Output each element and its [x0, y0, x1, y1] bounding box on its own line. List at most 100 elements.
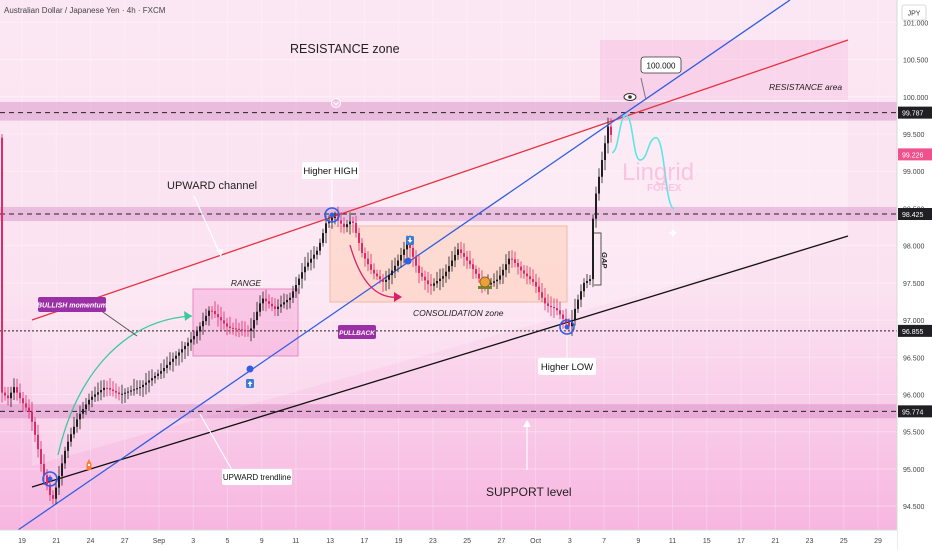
higher-low-label: Higher LOW: [541, 362, 593, 373]
support-arrowhead: [523, 420, 531, 427]
candle-body: [589, 279, 591, 282]
candle-body: [598, 176, 600, 194]
candle-body: [238, 328, 240, 330]
price-labels: 99.787 99.226 98.425 96.855 95.774: [898, 106, 932, 418]
zone-band: [0, 101, 897, 121]
candle-body: [436, 281, 438, 284]
candle-body: [172, 358, 174, 362]
candle-body: [256, 311, 258, 321]
candle-body: [193, 336, 195, 340]
down-chevron-icon: [333, 101, 339, 106]
candle-body: [109, 388, 111, 390]
higher-low-marker-dot: [47, 476, 53, 482]
candle-body: [391, 270, 393, 276]
pullback-box: [338, 325, 376, 339]
candle-body: [226, 323, 228, 327]
candle-body: [394, 265, 396, 271]
candle-body: [397, 260, 399, 266]
candle-body: [25, 403, 27, 408]
candle-body: [568, 322, 570, 327]
candle-body: [169, 361, 171, 365]
candle-body: [604, 143, 606, 161]
candle-body: [19, 392, 21, 399]
y-tick-label: 99.500: [903, 132, 925, 139]
gap-bracket: [594, 232, 602, 286]
range-label: RANGE: [231, 278, 262, 288]
candle-body: [292, 291, 294, 298]
bullish-momentum-box: [38, 297, 106, 312]
time-axis: [0, 530, 897, 550]
candle-body: [271, 303, 273, 307]
price-tag-label: 98.425: [902, 212, 924, 219]
candle-body: [268, 301, 270, 304]
candle-body: [472, 264, 474, 270]
candle-body: [199, 326, 201, 332]
candle-body: [577, 299, 579, 309]
candle-body: [370, 264, 372, 270]
resistance-area-label: RESISTANCE area: [769, 82, 842, 92]
eye-icon: [623, 93, 637, 101]
x-tick-label: 9: [636, 538, 640, 545]
price-tag-label: 96.855: [902, 329, 924, 336]
candle-body: [136, 388, 138, 390]
candle-body: [451, 260, 453, 267]
price-tag-label: 95.774: [902, 409, 924, 416]
candle-body: [160, 371, 162, 374]
candle-body: [463, 253, 465, 257]
currency-button[interactable]: [901, 4, 927, 21]
candle-body: [433, 283, 435, 286]
candle-body: [445, 271, 447, 277]
candle-body: [331, 217, 333, 221]
candle-body: [520, 266, 522, 271]
price-tag-box: [898, 405, 932, 418]
candle-body: [67, 441, 69, 451]
candle-body: [538, 286, 540, 293]
candle-body: [382, 279, 384, 282]
candle-body: [421, 272, 423, 277]
bullish-momentum-arrowhead: [184, 311, 192, 321]
candle-body: [205, 315, 207, 322]
candle-body: [145, 382, 147, 385]
candle-body: [211, 310, 213, 312]
october-low-marker: [559, 319, 575, 335]
price-tag-label: 99.226: [902, 152, 924, 159]
candle-body: [523, 270, 525, 274]
x-tick-label: 11: [669, 538, 676, 545]
candle-body: [55, 487, 57, 499]
candle-body: [583, 282, 585, 292]
up-arrow-icon: [247, 381, 253, 387]
x-tick-label: 25: [463, 538, 471, 545]
candle-body: [358, 232, 360, 244]
x-tick-label: 15: [703, 538, 711, 545]
y-tick-label: 96.500: [903, 355, 925, 362]
candle-body: [22, 398, 24, 404]
candle-body: [232, 327, 234, 329]
candle-body: [424, 276, 426, 281]
candle-body: [562, 314, 564, 319]
candle-body: [112, 389, 114, 392]
candle-body: [79, 413, 81, 420]
candle-body: [595, 193, 597, 219]
pullback-label: PULLBACK: [339, 330, 376, 337]
candle-body: [265, 298, 267, 302]
candle-body: [235, 328, 237, 330]
candle-body: [214, 310, 216, 315]
currency-label: JPY: [908, 11, 921, 18]
candle-body: [550, 305, 552, 308]
candle-body: [412, 247, 414, 257]
x-tick-label: 5: [225, 538, 229, 545]
bullish-momentum-arrow: [57, 315, 193, 456]
candle-body: [127, 391, 129, 393]
candle-body: [535, 281, 537, 287]
x-tick-label: 19: [18, 538, 26, 545]
candle-body: [250, 328, 252, 331]
candle-body: [118, 392, 120, 395]
candle-body: [289, 297, 291, 300]
upward-trendline-label: UPWARD trendline: [223, 473, 292, 482]
price-tag-box: [898, 324, 932, 337]
x-tick-label: 25: [840, 538, 848, 545]
candle-body: [70, 434, 72, 442]
candle-body: [340, 220, 342, 224]
candle-body: [442, 276, 444, 279]
